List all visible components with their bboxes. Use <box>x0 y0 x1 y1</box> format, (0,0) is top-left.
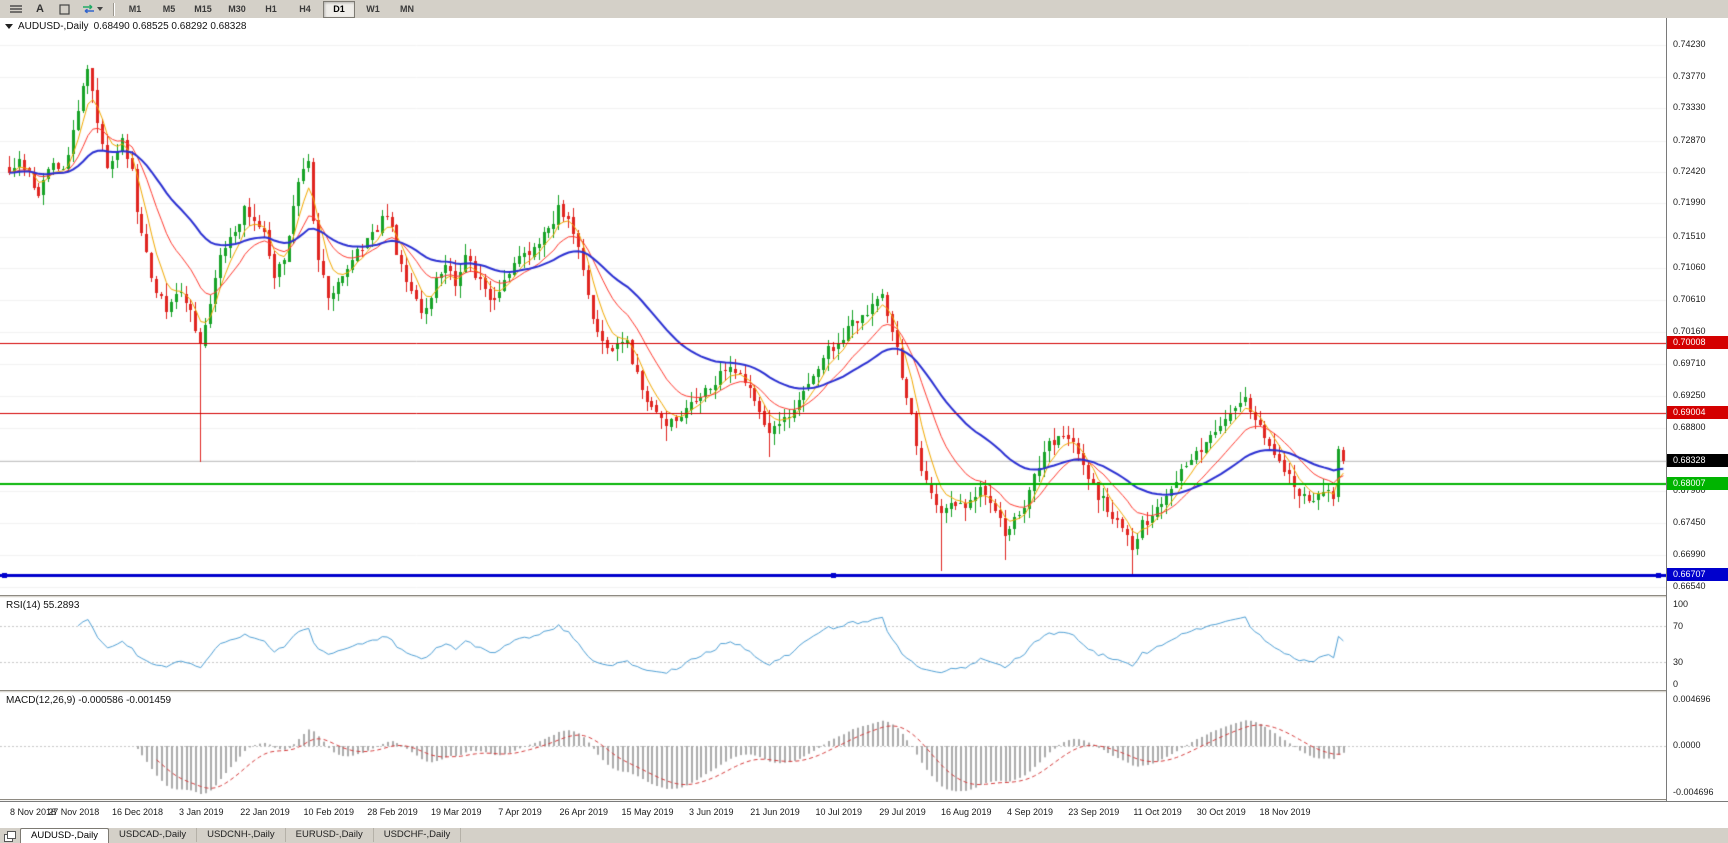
hline-price-badge: 0.66707 <box>1667 568 1728 582</box>
macd-tick-label: 0.004696 <box>1673 694 1711 704</box>
date-label: 22 Jan 2019 <box>240 807 290 817</box>
date-label: 30 Oct 2019 <box>1196 807 1246 817</box>
rsi-canvas[interactable] <box>0 598 1666 690</box>
timeframe-mn-button[interactable]: MN <box>400 4 414 14</box>
date-label: 15 May 2019 <box>621 807 674 817</box>
rsi-tick-label: 70 <box>1673 621 1684 632</box>
price-tick-label: 0.71510 <box>1673 230 1706 241</box>
price-tick-label: 0.70160 <box>1673 325 1706 336</box>
timeframe-h1-button[interactable]: H1 <box>265 4 277 14</box>
chart-tab-usdcnh[interactable]: USDCNH-,Daily <box>197 828 286 842</box>
date-label: 18 Nov 2019 <box>1259 807 1311 817</box>
hline-price-badge: 0.69004 <box>1667 406 1728 420</box>
macd-canvas[interactable] <box>0 693 1666 799</box>
timeframe-h4-button[interactable]: H4 <box>299 4 311 14</box>
rsi-tick-label: 100 <box>1673 599 1689 609</box>
date-label: 8 Nov 2018 <box>9 807 57 817</box>
chart-tab-usdchf[interactable]: USDCHF-,Daily <box>374 828 462 842</box>
date-label: 3 Jun 2019 <box>688 807 734 817</box>
macd-tick-label: -0.004696 <box>1673 787 1714 797</box>
date-label: 11 Oct 2019 <box>1133 807 1182 817</box>
chart-tabs-bar: AUDUSD-,Daily USDCAD-,Daily USDCNH-,Daily E… <box>0 827 1728 843</box>
date-label: 23 Sep 2019 <box>1068 807 1120 817</box>
date-label: 28 Feb 2019 <box>367 807 418 817</box>
chart-area: AUDUSD-,Daily 0.68490 0.68525 0.68292 0.… <box>0 18 1728 828</box>
price-tick-label: 0.66540 <box>1673 581 1706 592</box>
chevron-down-icon <box>96 7 103 11</box>
hline-price-badge: 0.70008 <box>1667 335 1728 349</box>
timeframe-w1-button[interactable]: W1 <box>366 4 380 14</box>
current-price-badge: 0.68328 <box>1667 454 1728 468</box>
date-label: 19 Mar 2019 <box>430 807 482 817</box>
timeframe-m15-button[interactable]: M15 <box>194 4 212 14</box>
price-tick-label: 0.73770 <box>1673 71 1706 82</box>
timeframe-m1-button[interactable]: M1 <box>128 4 142 14</box>
chart-tabs: AUDUSD-,Daily USDCAD-,Daily USDCNH-,Daily E… <box>20 828 462 843</box>
price-tick-label: 0.69250 <box>1673 390 1706 401</box>
date-label: 7 Apr 2019 <box>498 807 542 817</box>
timeframe-m5-button[interactable]: M5 <box>162 4 176 14</box>
price-tick-label: 0.70610 <box>1673 294 1706 305</box>
chart-tab-audusd[interactable]: AUDUSD-,Daily <box>20 828 110 843</box>
price-tick-label: 0.69710 <box>1673 357 1706 368</box>
date-label: 21 Jun 2019 <box>750 807 800 817</box>
cycle-icon[interactable] <box>76 2 108 17</box>
macd-name: MACD(12,26,9) <box>6 695 76 706</box>
text-a-icon[interactable]: A <box>36 3 44 15</box>
frame-icon[interactable] <box>52 2 76 17</box>
price-tick-label: 0.66990 <box>1673 549 1706 560</box>
pane-splitter[interactable] <box>0 690 1728 693</box>
price-tick-label: 0.74230 <box>1673 38 1706 49</box>
rsi-tick-label: 0 <box>1673 679 1679 689</box>
price-tick-label: 0.71990 <box>1673 196 1706 207</box>
date-label: 4 Sep 2019 <box>1007 807 1054 817</box>
rsi-label: RSI(14) 55.2893 <box>6 600 79 611</box>
date-label: 29 Jul 2019 <box>879 807 926 817</box>
symbol-caret-icon[interactable] <box>5 24 13 29</box>
toolbar-separator <box>113 2 114 16</box>
rsi-value: 55.2893 <box>43 600 80 611</box>
toolbar: A M1 M5 M15 M30 H1 H4 D1 W1 MN <box>0 0 1728 19</box>
chart-tab-eurusd[interactable]: EURUSD-,Daily <box>286 828 374 842</box>
chart-title: AUDUSD-,Daily 0.68490 0.68525 0.68292 0.… <box>5 21 247 32</box>
price-chart-canvas[interactable] <box>0 18 1666 595</box>
menu-icon[interactable] <box>4 2 28 17</box>
date-label: 26 Apr 2019 <box>559 807 609 817</box>
date-label: 16 Dec 2018 <box>111 807 164 817</box>
pane-splitter[interactable] <box>0 595 1728 598</box>
pane-splitter <box>0 799 1728 801</box>
rsi-name: RSI(14) <box>6 600 41 611</box>
price-tick-label: 0.71060 <box>1673 262 1706 273</box>
date-label: 3 Jan 2019 <box>178 807 224 817</box>
date-label: 10 Jul 2019 <box>815 807 863 817</box>
macd-values: -0.000586 -0.001459 <box>78 695 172 706</box>
price-tick-label: 0.67450 <box>1673 517 1706 528</box>
chart-symbol-period: AUDUSD-,Daily <box>18 21 89 32</box>
macd-tick-label: 0.0000 <box>1673 740 1701 750</box>
price-tick-label: 0.73330 <box>1673 102 1706 113</box>
rsi-tick-label: 30 <box>1673 656 1684 667</box>
timeframe-m30-button[interactable]: M30 <box>228 4 246 14</box>
timeframe-d1-button[interactable]: D1 <box>323 0 355 18</box>
hline-price-badge: 0.68007 <box>1667 476 1728 490</box>
price-tick-label: 0.68800 <box>1673 421 1706 432</box>
macd-label: MACD(12,26,9) -0.000586 -0.001459 <box>6 695 171 706</box>
date-label: 10 Feb 2019 <box>303 807 355 817</box>
price-tick-label: 0.72870 <box>1673 134 1706 145</box>
chart-tab-usdcad[interactable]: USDCAD-,Daily <box>109 828 198 842</box>
price-tick-label: 0.72420 <box>1673 166 1706 177</box>
price-axis[interactable]: 0.74230 0.73770 0.73330 0.72870 0.72420 0.719… <box>1667 18 1728 801</box>
price-axis-border <box>1666 18 1667 801</box>
time-axis[interactable]: 8 Nov 2018 27 Nov 2018 16 Dec 2018 3 Jan 20… <box>0 801 1728 828</box>
timeframe-group: M1 M5 M15 M30 H1 H4 D1 W1 MN <box>119 0 423 18</box>
date-label: 27 Nov 2018 <box>48 807 100 817</box>
chart-ohlc-values: 0.68490 0.68525 0.68292 0.68328 <box>93 21 247 32</box>
date-label: 16 Aug 2019 <box>940 807 992 817</box>
windows-icon[interactable] <box>0 829 20 843</box>
price-tick-label: 0.67900 <box>1673 485 1706 496</box>
